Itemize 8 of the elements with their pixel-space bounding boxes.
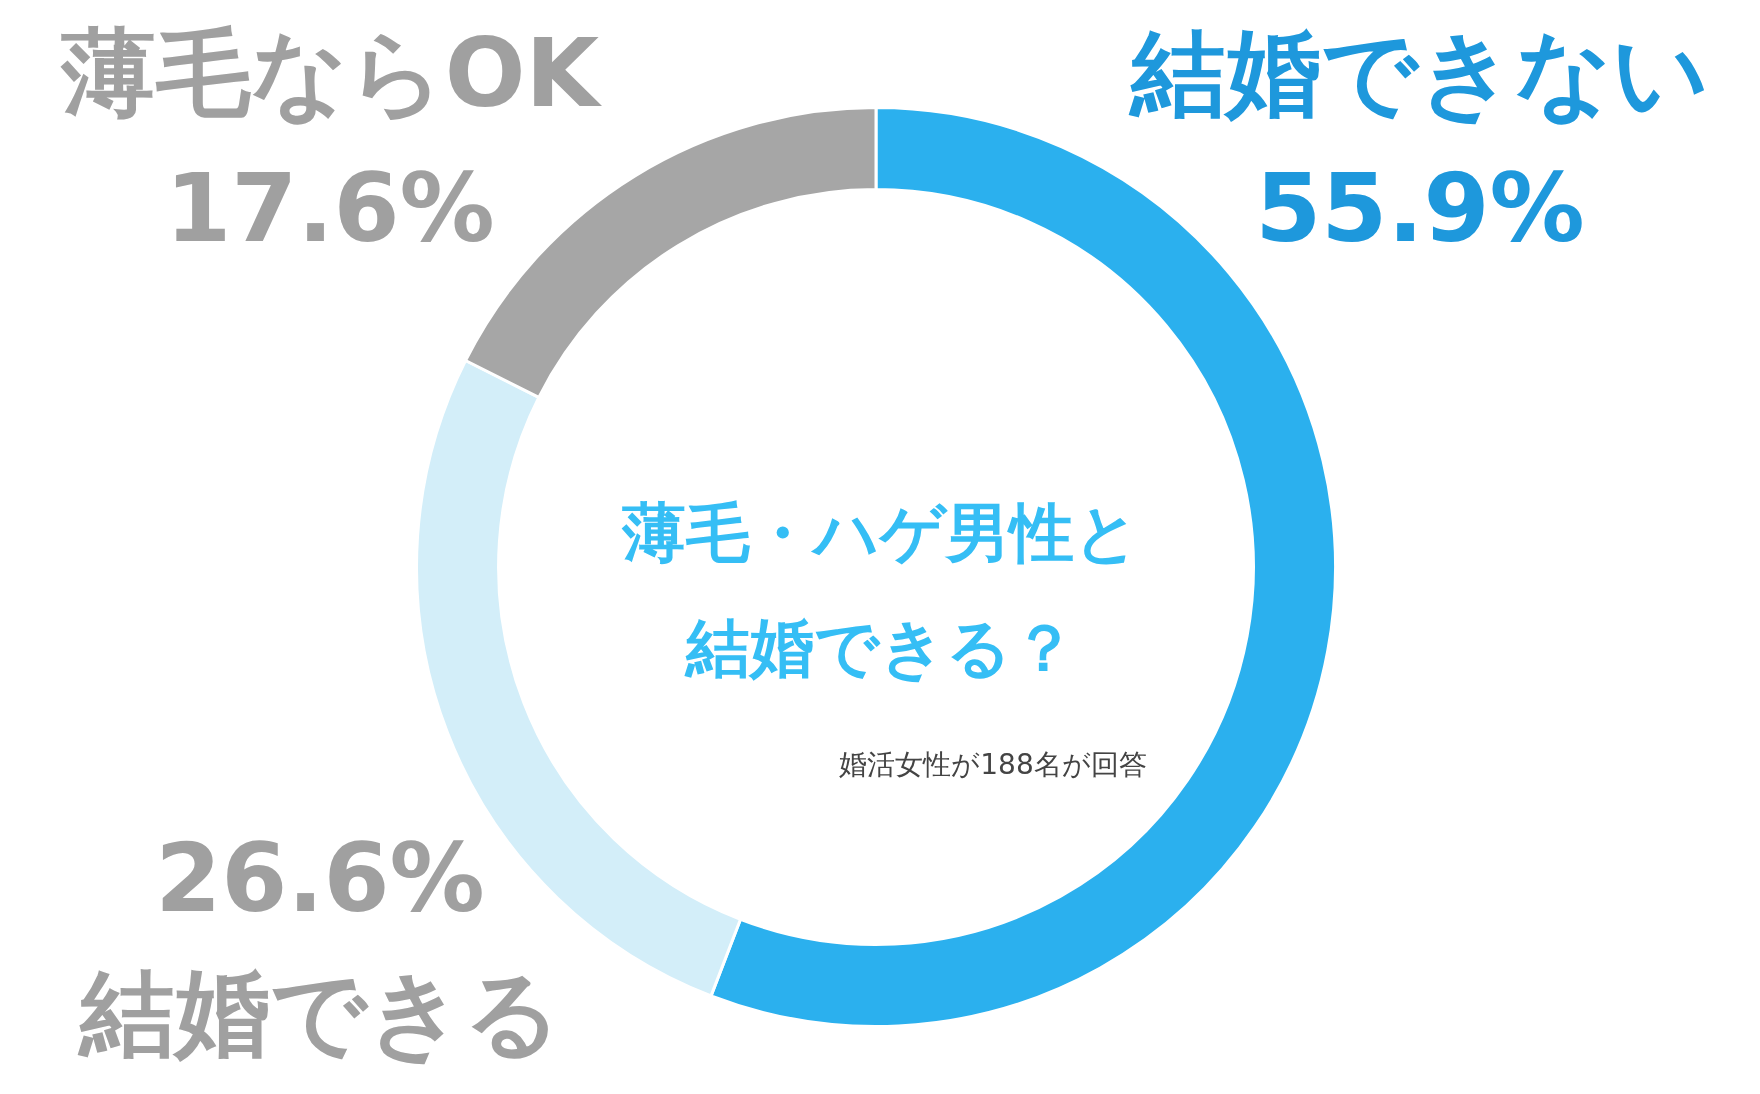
slice-label: 薄毛ならOK bbox=[59, 17, 603, 128]
slice-label: 結婚できない bbox=[1128, 17, 1709, 128]
text: 婚活女性が188名が回答 bbox=[839, 747, 1147, 781]
slice-label: 結婚できる bbox=[76, 957, 561, 1068]
data-label: 26.6% bbox=[155, 822, 485, 933]
text: 薄毛・ハゲ男性と結婚できる？ bbox=[621, 495, 1140, 685]
data-label: 55.9% bbox=[1255, 152, 1585, 263]
data-label: 17.6% bbox=[165, 152, 495, 263]
